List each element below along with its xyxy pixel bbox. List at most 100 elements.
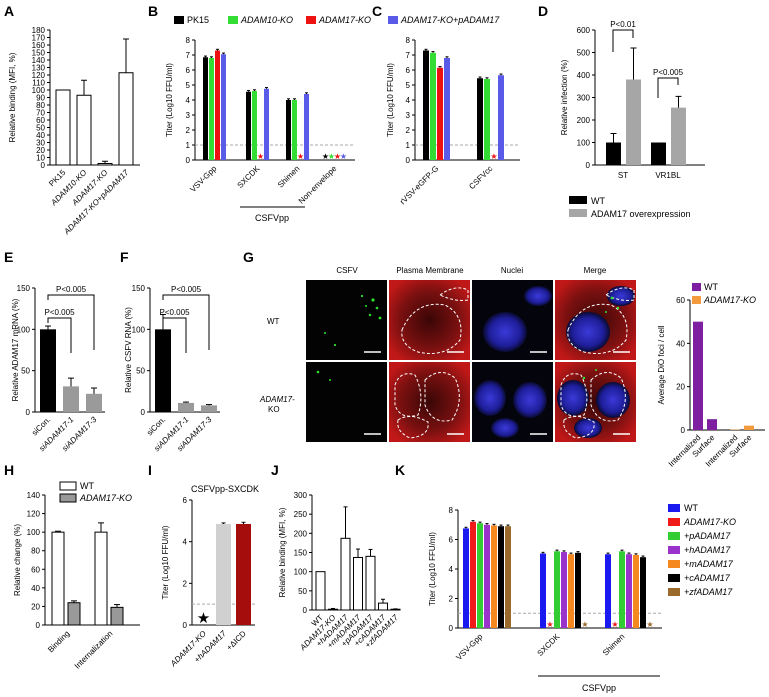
chart-d-legend-swatch — [569, 196, 587, 204]
micro-csfv-ko — [306, 362, 387, 442]
chart-h-legend-swatch — [59, 493, 77, 503]
chart-k-bar — [619, 551, 625, 628]
chart-d-bar — [651, 142, 666, 165]
chart-b-group-label: CSFVpp — [255, 213, 289, 223]
panel-label-b: B — [148, 3, 158, 19]
chart-d-bar — [606, 142, 621, 165]
chart-b-y-tick-label: 4 — [186, 96, 191, 105]
chart-c-y-tick-label: 3 — [406, 111, 411, 120]
chart-b-legend-swatch — [306, 16, 316, 24]
chart-h-bar — [94, 531, 108, 626]
chart-h-bar — [67, 602, 81, 626]
chart-f-pvalue-label: P<0.005 — [171, 285, 202, 294]
chart-k-bar — [554, 551, 560, 628]
chart-k-y-tick-label: 0 — [449, 624, 454, 633]
chart-k-bar — [568, 554, 574, 628]
chart-f-pvalue-bracket — [162, 294, 210, 350]
chart-k-y-label: Titer (Log10 FFU/ml) — [428, 532, 437, 606]
chart-b-y-tick-label: 0 — [186, 156, 191, 165]
chart-e-y-label: Relative ADAM17 mRNA (%) — [11, 298, 20, 401]
chart-c-bar — [498, 75, 504, 160]
panel-label-e: E — [4, 249, 13, 265]
chart-k-legend-swatch — [668, 588, 680, 596]
chart-k-bar — [605, 554, 611, 628]
nucleus-wt-merge-2 — [607, 286, 635, 306]
chart-a-y-tick-label: 70 — [36, 109, 45, 118]
chart-c-bar — [423, 50, 429, 160]
chart-c-bar — [477, 78, 483, 160]
chart-k-bar — [491, 525, 497, 628]
chart-a-y-tick-label: 160 — [32, 41, 46, 50]
chart-b-bar — [252, 91, 257, 160]
chart-g-y-tick-label: 60 — [676, 296, 685, 305]
chart-a-y-tick-label: 180 — [32, 26, 46, 35]
chart-a-y-tick-label: 130 — [32, 64, 46, 73]
panel-label-j: J — [271, 462, 279, 478]
chart-c-bar — [437, 67, 443, 160]
chart-k-x-tick-label: SXCDK — [536, 632, 562, 658]
chart-g-y-tick-label: 20 — [676, 383, 685, 392]
chart-i-title: CSFVpp-SXCDK — [191, 484, 259, 494]
chart-b-star: ★ — [340, 152, 347, 161]
chart-a-bar — [55, 89, 71, 166]
chart-a-bar — [97, 163, 113, 166]
chart-c-bar — [430, 52, 436, 160]
chart-k-legend-swatch — [668, 574, 680, 582]
chart-a-y-tick-label: 60 — [36, 116, 45, 125]
chart-a-y-tick-label: 100 — [32, 86, 46, 95]
chart-j-bar — [328, 608, 338, 611]
chart-d-y-tick-label: 200 — [577, 116, 591, 125]
chart-k-bar — [540, 553, 546, 628]
chart-c-bar — [484, 79, 490, 160]
chart-b-x-tick-label: Non-envelope — [297, 164, 339, 206]
chart-i-y-label: Titer (Log10 FFU/ml) — [161, 525, 170, 599]
chart-c-y-tick-label: 8 — [406, 36, 411, 45]
chart-c-y-tick-label: 4 — [406, 96, 411, 105]
chart-k-legend-label: +mADAM17 — [684, 559, 734, 569]
chart-c-y-label: Titer (Log10 FFU/ml) — [386, 63, 395, 137]
chart-k-y-tick-label: 4 — [449, 565, 454, 574]
chart-h-y-tick-label: 60 — [31, 565, 40, 574]
chart-d-legend-label: WT — [591, 196, 605, 206]
chart-k-bar — [505, 526, 511, 628]
chart-e-pvalue-label: P<0.005 — [44, 308, 75, 317]
chart-b-legend-swatch — [388, 16, 398, 24]
chart-k-legend-label: +hADAM17 — [684, 545, 731, 555]
chart-j-y-tick-label: 300 — [294, 491, 308, 500]
chart-i-y-tick-label: 6 — [183, 496, 188, 505]
chart-h-legend-swatch — [59, 481, 77, 491]
chart-b-y-tick-label: 5 — [186, 81, 191, 90]
chart-b-legend-label: ADAM17-KO — [318, 15, 371, 25]
chart-g-legend-swatch — [692, 283, 701, 291]
chart-g-y-label: Average DiO foci / cell — [657, 325, 666, 404]
chart-b-legend-swatch — [228, 16, 238, 24]
micro-col-nuclei: Nuclei — [501, 266, 523, 275]
chart-b-bar — [292, 100, 297, 160]
chart-h-y-tick-label: 40 — [31, 584, 40, 593]
chart-d-y-tick-label: 100 — [577, 139, 591, 148]
chart-g-y-tick-label: 0 — [681, 426, 686, 435]
chart-b-bar — [264, 88, 269, 160]
chart-k-bar — [470, 521, 476, 628]
chart-b-x-tick-label: VSV-Gpp — [188, 164, 218, 194]
panel-label-i: I — [148, 462, 152, 478]
chart-i-star: ★ — [197, 610, 210, 627]
chart-a-bar — [76, 94, 92, 166]
chart-b-legend-label: ADAM10-KO — [240, 15, 293, 25]
chart-i-bar — [216, 523, 231, 625]
micro-col-merge: Merge — [584, 266, 607, 275]
panel-label-f: F — [120, 249, 129, 265]
chart-h-legend-label: ADAM17-KO — [79, 493, 132, 503]
cell-outlines — [394, 287, 635, 439]
micro-row-ko-1: ADAM17- — [259, 395, 295, 404]
chart-b-y-tick-label: 3 — [186, 111, 191, 120]
chart-d-legend-label: ADAM17 overexpression — [591, 209, 691, 219]
chart-k-y-tick-label: 6 — [449, 536, 454, 545]
chart-c-x-tick-label: rVSV-eGFP-G — [398, 164, 440, 206]
chart-k-x-tick-label: VSV-Gpp — [454, 632, 484, 662]
chart-k-legend-label: +pADAM17 — [684, 531, 731, 541]
chart-b-y-tick-label: 7 — [186, 51, 191, 60]
chart-k-bar — [477, 523, 483, 628]
chart-f-bar — [201, 405, 217, 412]
